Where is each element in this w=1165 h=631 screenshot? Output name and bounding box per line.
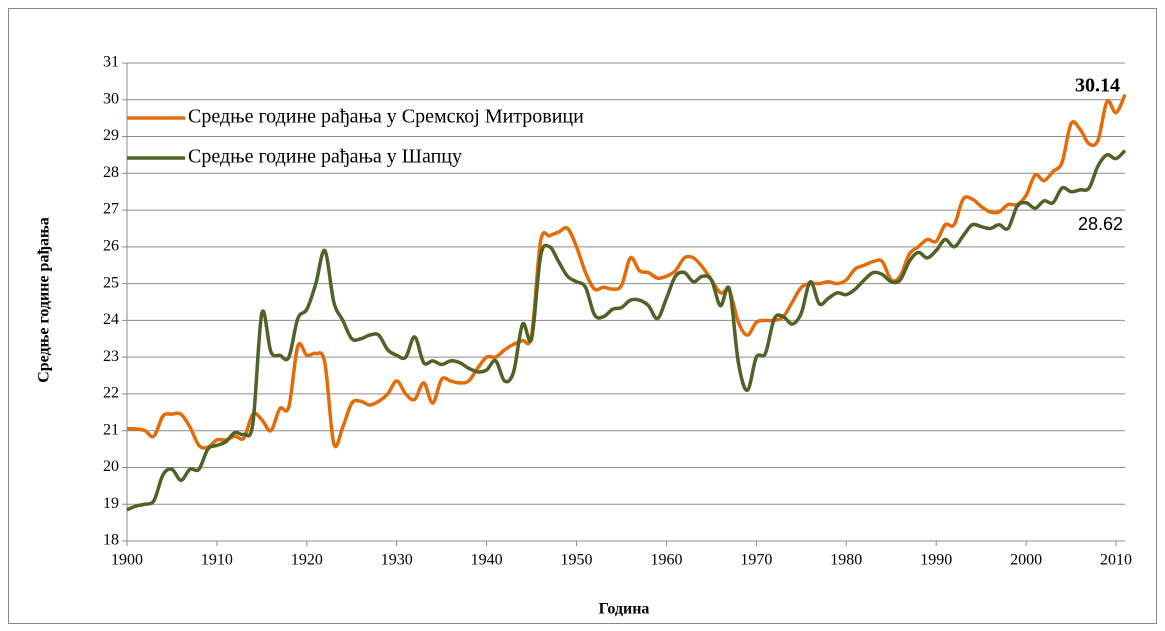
- y-tick-label: 31: [103, 54, 119, 71]
- x-tick-label: 1950: [561, 552, 593, 569]
- y-tick-label: 20: [103, 458, 119, 475]
- x-tick-label: 1920: [291, 552, 323, 569]
- x-tick-label: 1980: [830, 552, 862, 569]
- x-tick-label: 1960: [650, 552, 682, 569]
- y-tick-label: 24: [103, 311, 119, 328]
- x-tick-label: 1990: [920, 552, 952, 569]
- y-tick-label: 30: [103, 90, 119, 107]
- y-tick-label: 22: [103, 385, 119, 402]
- y-tick-label: 21: [103, 421, 119, 438]
- x-axis-label: Година: [599, 601, 650, 618]
- x-tick-label: 1900: [111, 552, 143, 569]
- x-tick-label: 1940: [471, 552, 503, 569]
- series-line: [126, 149, 1127, 512]
- y-tick-label: 23: [103, 348, 119, 365]
- y-tick-label: 19: [103, 495, 119, 512]
- x-tick-label: 1910: [201, 552, 233, 569]
- y-tick-label: 27: [103, 201, 119, 218]
- legend-label: Средње године рађања у Сремској Митровиц…: [188, 106, 584, 128]
- y-tick-label: 18: [103, 532, 119, 549]
- y-tick-label: 26: [103, 238, 119, 255]
- x-tick-label: 1970: [740, 552, 772, 569]
- series-line: [126, 93, 1127, 450]
- chart-frame: [8, 8, 1157, 624]
- legend-label: Средње године рађања у Шапцу: [188, 146, 462, 168]
- data-label: 30.14: [1075, 75, 1120, 97]
- x-tick-label: 2000: [1010, 552, 1042, 569]
- y-tick-label: 28: [103, 164, 119, 181]
- data-label: 28.62: [1078, 214, 1123, 234]
- x-tick-label: 2010: [1100, 552, 1132, 569]
- x-tick-label: 1930: [381, 552, 413, 569]
- y-tick-label: 25: [103, 274, 119, 291]
- y-tick-label: 29: [103, 127, 119, 144]
- y-axis-label: Средње године рађања: [36, 217, 53, 383]
